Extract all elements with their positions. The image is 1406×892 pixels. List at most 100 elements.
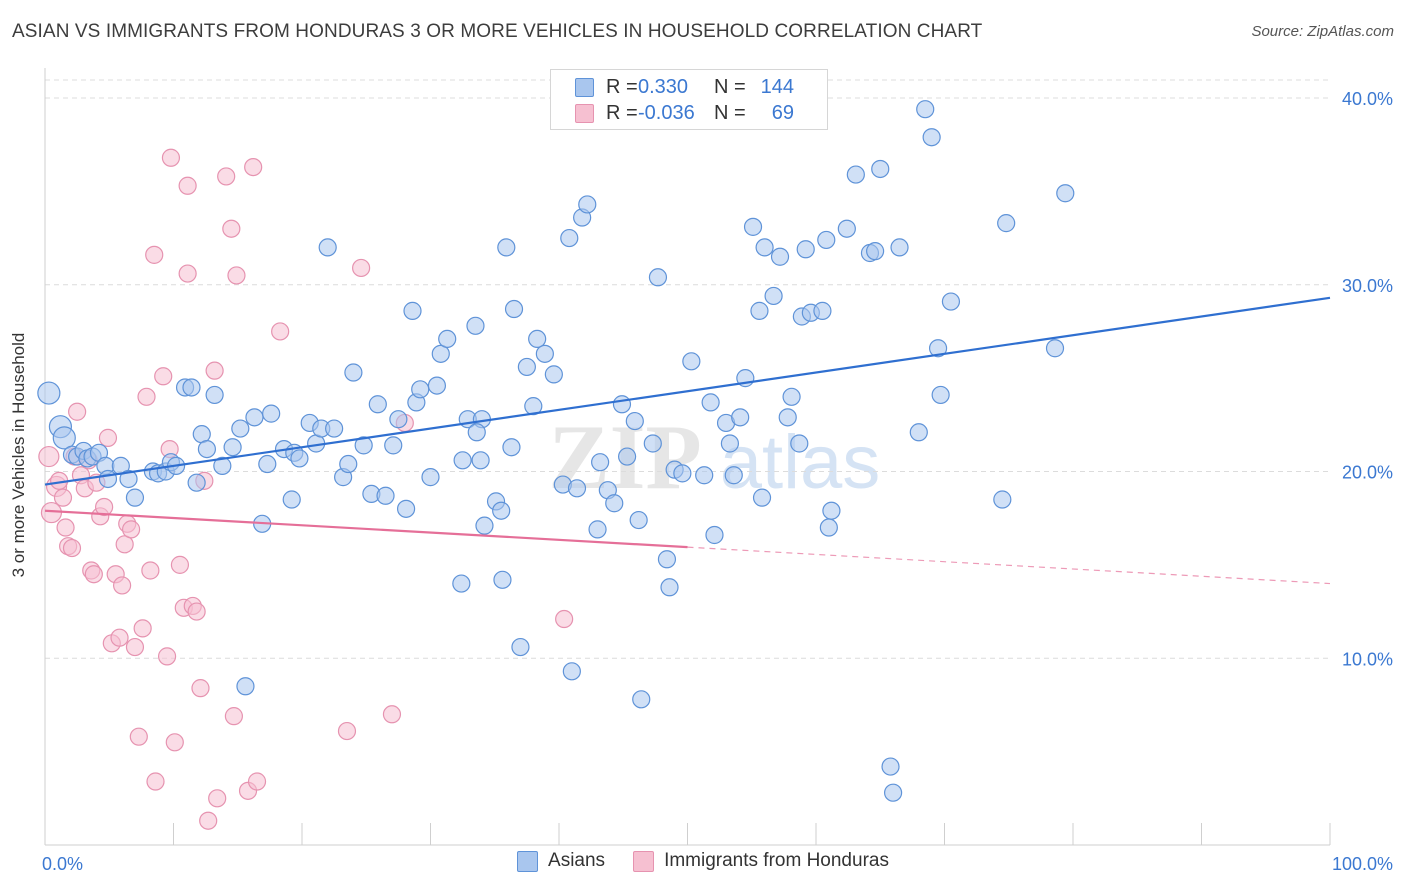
asian-point xyxy=(471,451,490,470)
asian-point xyxy=(421,468,440,487)
asian-point xyxy=(213,456,232,475)
asian-point xyxy=(822,501,841,520)
asian-point xyxy=(605,494,624,513)
asian-point xyxy=(438,329,457,349)
asian-point xyxy=(790,434,809,453)
honduras-point xyxy=(217,167,236,186)
n-label: N = xyxy=(714,75,746,98)
honduras-point xyxy=(129,727,148,746)
asian-point xyxy=(339,454,358,474)
honduras-point xyxy=(95,497,114,517)
asian-point xyxy=(231,419,250,438)
honduras-point xyxy=(244,157,263,177)
honduras-legend-swatch xyxy=(633,850,655,872)
watermark-atlas: atlas xyxy=(720,420,881,505)
asian-point xyxy=(673,464,692,483)
asian-point xyxy=(389,410,408,429)
honduras-point xyxy=(112,576,132,595)
asian-point xyxy=(368,395,387,414)
honduras-point xyxy=(68,402,87,421)
asian-point xyxy=(731,408,750,427)
x-tick-label: 100.0% xyxy=(1332,854,1393,874)
honduras-point xyxy=(145,245,164,264)
asian-point xyxy=(182,378,201,397)
asian-point xyxy=(997,214,1016,233)
series-legend: Asians Immigrants from Honduras xyxy=(0,850,1406,872)
honduras-point xyxy=(53,488,73,507)
asian-point xyxy=(37,381,61,405)
honduras-point xyxy=(146,772,165,791)
legend-item-honduras[interactable]: Immigrants from Honduras xyxy=(633,850,889,872)
asian-point xyxy=(866,242,885,261)
asian-point xyxy=(528,329,547,349)
honduras-point xyxy=(38,445,60,468)
r-label: R = xyxy=(606,75,638,98)
asian-point xyxy=(466,316,485,335)
asian-point xyxy=(475,516,494,535)
asian-point xyxy=(752,488,772,507)
asian-point xyxy=(922,128,941,147)
legend-item-asians[interactable]: Asians xyxy=(517,850,605,872)
honduras-point xyxy=(178,176,197,195)
asian-point xyxy=(796,240,815,259)
asian-point xyxy=(625,411,644,431)
honduras-point xyxy=(161,148,181,167)
asian-point xyxy=(701,393,720,412)
honduras-trend-line xyxy=(44,509,688,549)
n-label: N = xyxy=(714,101,746,124)
honduras-point xyxy=(271,322,290,341)
asian-point xyxy=(837,219,856,238)
y-tick-label: 40.0% xyxy=(1342,89,1393,109)
honduras-point xyxy=(191,679,210,698)
asian-point xyxy=(119,469,138,489)
asian-point xyxy=(813,301,832,320)
n-value: 69 xyxy=(771,101,794,124)
asian-point xyxy=(632,690,651,709)
asian-point xyxy=(376,486,395,505)
r-value: 0.330 xyxy=(638,75,689,98)
asian-point xyxy=(695,466,714,485)
asian-trend-line xyxy=(44,296,1331,486)
asian-point xyxy=(770,247,790,266)
y-tick-label: 10.0% xyxy=(1342,649,1393,669)
stats-row-honduras: R = -0.036 N = 69 xyxy=(575,100,794,126)
asian-point xyxy=(755,238,774,257)
asian-point xyxy=(643,434,662,453)
honduras-point xyxy=(154,367,173,386)
honduras-point xyxy=(247,772,267,791)
honduras-point xyxy=(352,258,371,278)
asian-point xyxy=(467,423,486,442)
asian-point xyxy=(890,238,909,257)
source-label: Source: ZipAtlas.com xyxy=(1251,23,1394,40)
stats-row-asians: R = 0.330 N = 144 xyxy=(575,74,794,100)
asian-point xyxy=(657,550,677,569)
asian-point xyxy=(187,473,206,492)
asian-point xyxy=(52,426,76,450)
asian-point xyxy=(743,217,763,236)
honduras-trend-extension xyxy=(687,546,1331,585)
asian-point xyxy=(384,436,403,455)
asian-point xyxy=(764,286,783,306)
asian-point xyxy=(578,195,597,214)
asian-point xyxy=(682,352,701,371)
honduras-point xyxy=(56,518,75,537)
honduras-point xyxy=(62,538,82,558)
y-tick-label: 30.0% xyxy=(1342,276,1393,296)
asian-point xyxy=(98,469,118,489)
asian-point xyxy=(883,783,903,802)
asian-point xyxy=(517,357,536,377)
asian-point xyxy=(205,385,224,405)
honduras-point xyxy=(125,637,145,657)
asian-point xyxy=(511,637,530,657)
asian-point xyxy=(724,466,743,485)
honduras-point xyxy=(137,387,156,406)
asian-point xyxy=(344,363,363,382)
asian-point xyxy=(562,662,581,681)
asian-point xyxy=(819,518,838,537)
asian-point xyxy=(782,387,801,406)
chart-title: ASIAN VS IMMIGRANTS FROM HONDURAS 3 OR M… xyxy=(12,21,983,42)
asian-point xyxy=(916,100,935,119)
asian-point xyxy=(396,499,416,518)
asian-point xyxy=(750,301,769,320)
asian-point xyxy=(931,385,950,405)
